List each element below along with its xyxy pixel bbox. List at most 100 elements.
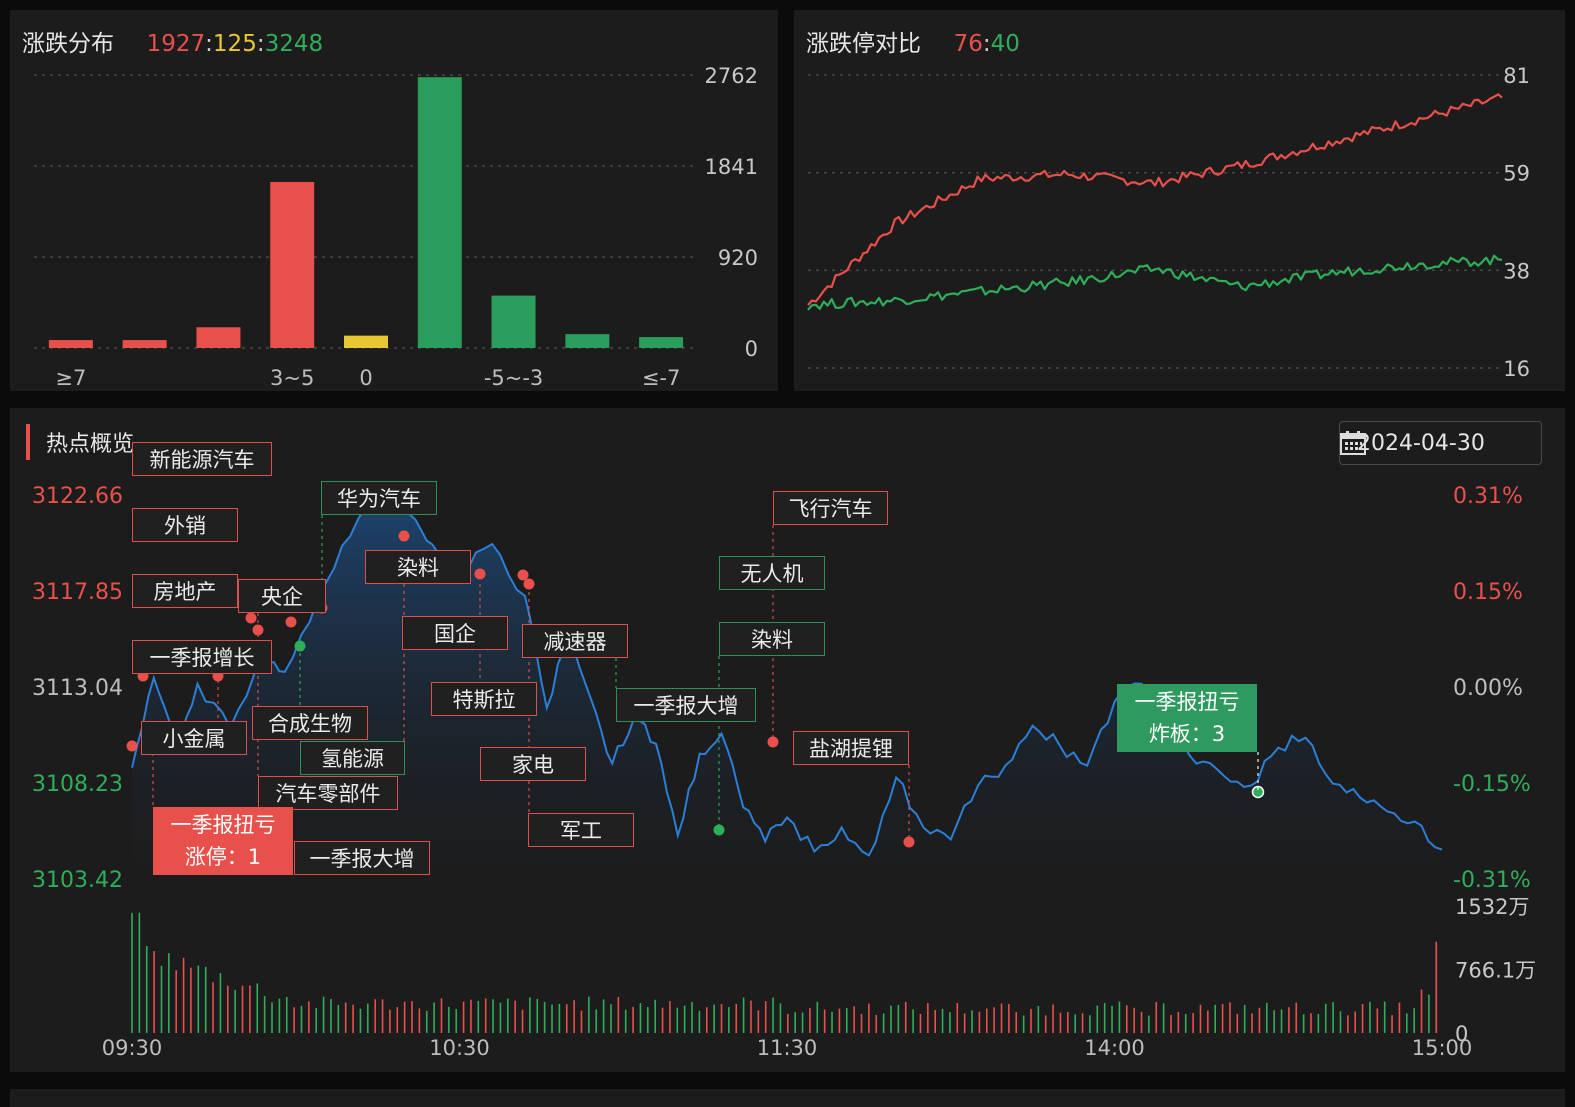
tag-yijibao-zengzhang[interactable]: 一季报增长 xyxy=(132,640,272,674)
down-count: 3248 xyxy=(264,31,324,57)
y-tick-label: 16 xyxy=(1503,357,1530,381)
event-marker xyxy=(767,736,779,748)
hotspot-panel: 3122.66 3117.85 3113.04 3108.23 3103.42 0.31%… xyxy=(10,408,1565,1072)
y-left-tick: 3103.42 xyxy=(32,868,123,893)
tag-waixiao[interactable]: 外销 xyxy=(132,508,238,542)
x-tick-label: 0 xyxy=(359,366,372,390)
event-marker xyxy=(713,824,725,836)
colon: : xyxy=(982,31,991,57)
bar-4 xyxy=(344,335,388,348)
colon: : xyxy=(205,31,213,57)
y-tick-label: 81 xyxy=(1503,64,1530,88)
y-tick-label: 920 xyxy=(718,246,758,270)
bar-5 xyxy=(417,77,462,349)
index-area xyxy=(132,490,1442,898)
volume-tick: 1532万 xyxy=(1455,895,1529,919)
date-value: 2024-04-30 xyxy=(1357,430,1485,456)
y-tick-label: 2762 xyxy=(705,64,758,88)
callout-niukui-broken[interactable]: 一季报扭亏 炸板：3 xyxy=(1117,684,1257,752)
y-right-tick: 0.00% xyxy=(1453,676,1523,701)
bar-2 xyxy=(196,327,241,348)
y-right-tick: 0.15% xyxy=(1453,580,1523,605)
event-marker xyxy=(245,612,257,624)
tag-yijibao-dazeng-green[interactable]: 一季报大增 xyxy=(616,688,756,722)
y-left-tick: 3117.85 xyxy=(32,580,123,605)
y-tick-label: 59 xyxy=(1503,162,1530,186)
tag-xiaojinshu[interactable]: 小金属 xyxy=(141,721,247,755)
event-marker xyxy=(285,616,297,628)
up-count: 1927 xyxy=(146,31,206,57)
tag-yijibao-dazeng-red[interactable]: 一季报大增 xyxy=(294,841,430,875)
tag-fangdichan[interactable]: 房地产 xyxy=(132,574,238,608)
limit-panel: 涨跌停对比 76:40 81 59 38 16 xyxy=(794,10,1565,391)
distribution-chart: 2762 1841 920 0 ≥7 3~5 0 -5~-3 ≤-7 xyxy=(34,64,758,390)
x-tick-label: ≤-7 xyxy=(642,366,681,390)
event-marker xyxy=(517,569,529,581)
limit-chart: 81 59 38 16 xyxy=(807,64,1530,381)
title-accent-bar xyxy=(26,424,30,460)
date-picker[interactable]: 2024-04-30 xyxy=(1339,421,1542,465)
hotspot-title: 热点概览 xyxy=(46,432,135,457)
bar-8 xyxy=(639,337,684,348)
tag-wurenji[interactable]: 无人机 xyxy=(719,556,825,590)
limit-up-count: 76 xyxy=(953,31,983,57)
event-marker xyxy=(126,740,138,752)
tag-tesila[interactable]: 特斯拉 xyxy=(431,682,537,716)
bar-3 xyxy=(270,181,315,348)
tag-jungong[interactable]: 军工 xyxy=(528,813,634,847)
bar-1 xyxy=(122,340,167,348)
callout-line2: 涨停：1 xyxy=(184,845,262,869)
x-tick-label: ≥7 xyxy=(55,366,86,390)
tag-xinnengyuan[interactable]: 新能源汽车 xyxy=(132,442,272,476)
series-涨停 xyxy=(807,93,1503,306)
tag-yanhutili[interactable]: 盐湖提锂 xyxy=(793,731,909,765)
volume-tick: 766.1万 xyxy=(1455,959,1536,983)
limit-title-row: 涨跌停对比 76:40 xyxy=(806,24,1020,58)
y-left-tick: 3122.66 xyxy=(32,484,123,509)
x-tick-label: 14:00 xyxy=(1084,1036,1145,1060)
event-marker xyxy=(903,836,915,848)
y-tick-label: 1841 xyxy=(705,155,758,179)
calendar-icon[interactable] xyxy=(1340,431,1366,455)
flat-count: 125 xyxy=(212,31,257,57)
x-tick-label: 09:30 xyxy=(102,1036,163,1060)
y-right-tick: 0.31% xyxy=(1453,484,1523,509)
tag-feixingqiche[interactable]: 飞行汽车 xyxy=(773,491,888,525)
event-marker xyxy=(1251,785,1265,799)
bar-6 xyxy=(491,295,536,348)
y-left-tick: 3113.04 xyxy=(32,676,123,701)
y-right-tick: -0.31% xyxy=(1453,868,1531,893)
callout-niukui-limitup[interactable]: 一季报扭亏 涨停：1 xyxy=(153,807,293,875)
distribution-title: 涨跌分布 xyxy=(22,31,114,57)
y-tick-label: 0 xyxy=(745,337,758,361)
limit-title: 涨跌停对比 xyxy=(806,31,921,57)
tag-qichelingbujian[interactable]: 汽车零部件 xyxy=(258,776,398,810)
volume-tick: 0 xyxy=(1455,1022,1468,1046)
tag-hechengshengwu[interactable]: 合成生物 xyxy=(252,706,368,740)
next-panel-edge xyxy=(10,1089,1565,1107)
tag-guoqi[interactable]: 国企 xyxy=(402,616,508,650)
bar-0 xyxy=(48,340,93,348)
callout-line2: 炸板：3 xyxy=(1148,722,1226,746)
index-chart: 3122.66 3117.85 3113.04 3108.23 3103.42 0.31%… xyxy=(32,484,1536,1060)
tag-jiadian[interactable]: 家电 xyxy=(480,747,586,781)
y-left-tick: 3108.23 xyxy=(32,772,123,797)
tag-jiansuqi[interactable]: 减速器 xyxy=(522,624,628,658)
callout-line1: 一季报扭亏 xyxy=(170,813,276,837)
y-right-tick: -0.15% xyxy=(1453,772,1531,797)
distribution-title-row: 涨跌分布 1927:125:3248 xyxy=(22,24,323,58)
tag-huaweiqiche[interactable]: 华为汽车 xyxy=(321,481,437,515)
x-tick-label: 10:30 xyxy=(429,1036,490,1060)
tag-ranliao-green[interactable]: 染料 xyxy=(719,622,825,656)
x-tick-label: -5~-3 xyxy=(484,366,543,390)
series-跌停 xyxy=(807,254,1503,311)
distribution-panel: 涨跌分布 1927:125:3248 2762 1841 920 0 ≥7 3~5 0 -5~… xyxy=(10,10,778,391)
colon: : xyxy=(256,31,265,57)
callout-line1: 一季报扭亏 xyxy=(1134,690,1240,714)
x-tick-label: 3~5 xyxy=(270,366,314,390)
tag-ranliao-red[interactable]: 染料 xyxy=(365,550,471,584)
tag-qingnengyuan[interactable]: 氢能源 xyxy=(300,741,405,775)
bar-7 xyxy=(565,334,610,348)
event-marker xyxy=(398,530,410,542)
tag-yangqi[interactable]: 央企 xyxy=(238,579,326,613)
